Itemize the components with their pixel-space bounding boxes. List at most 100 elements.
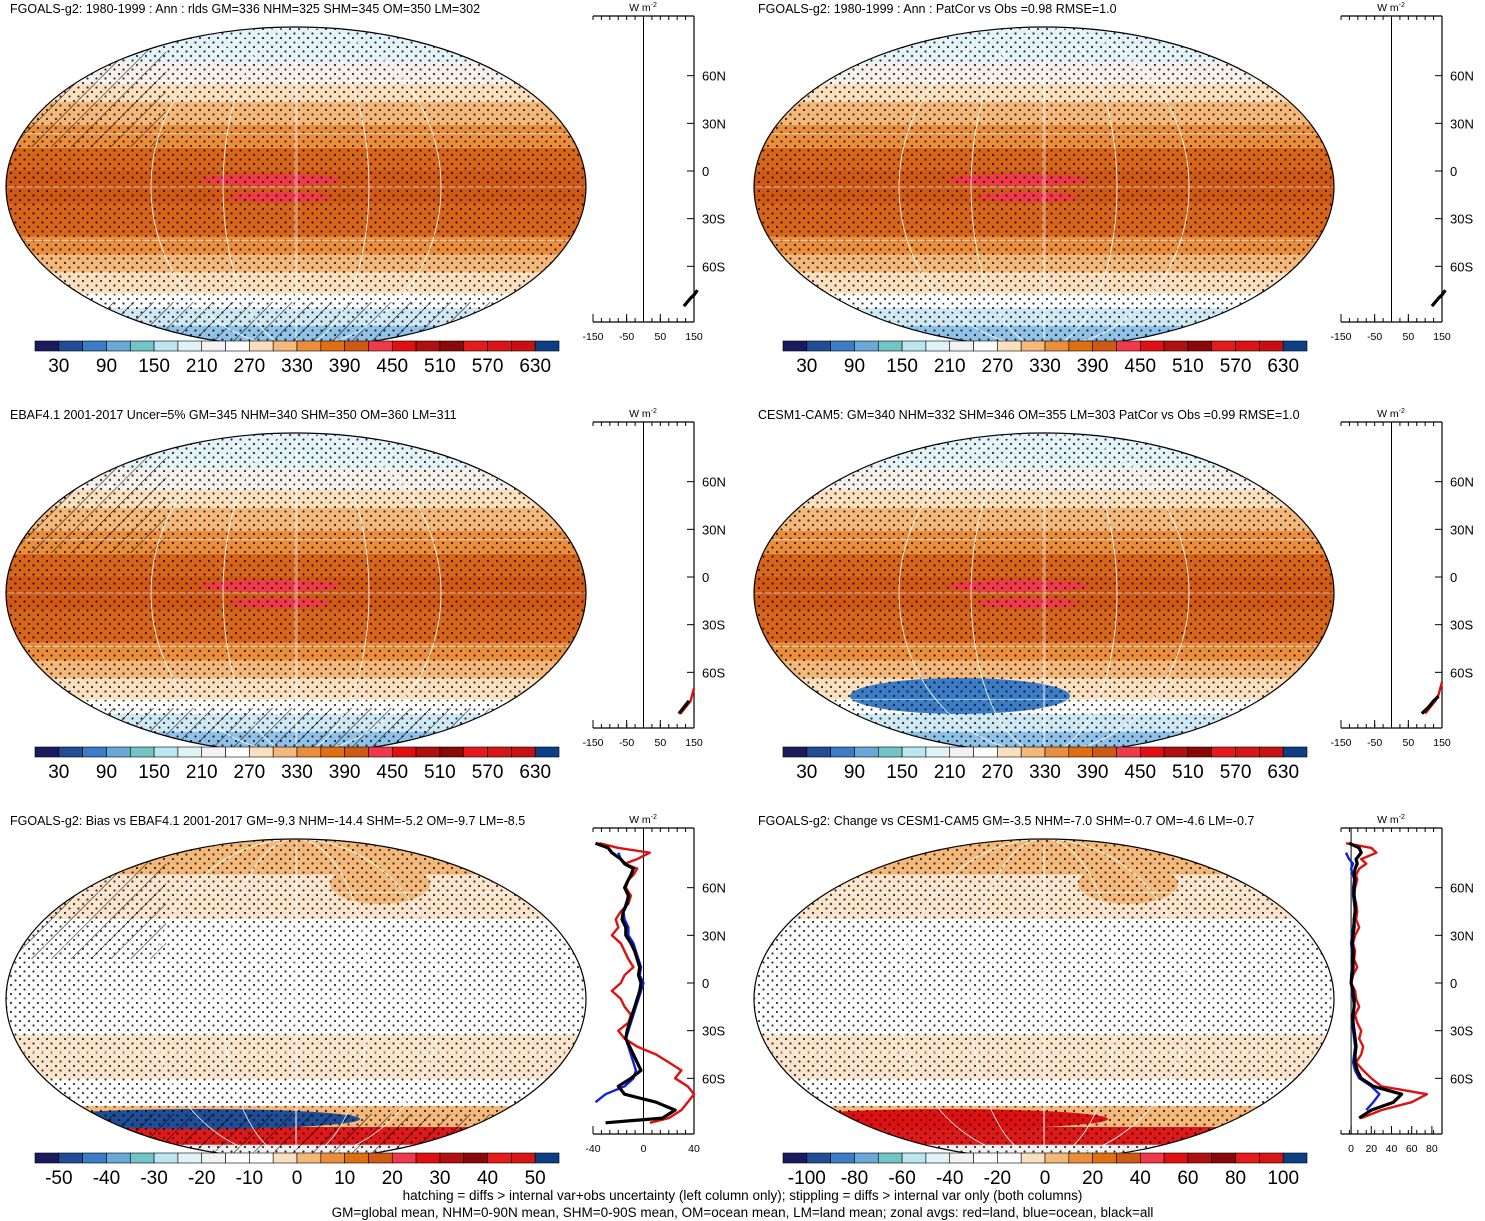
colorbar-tick-label: 270 (982, 356, 1014, 377)
lat-tick-label: 30N (1450, 928, 1474, 943)
map-field (6, 27, 586, 347)
colorbar: -100 -80 -60 -40 -20 0 20 40 60 80 100 (782, 1152, 1308, 1189)
profile-line-all (594, 841, 677, 1125)
colorbar-tick-label: 390 (329, 762, 361, 783)
colorbar-tick-label: 510 (424, 356, 456, 377)
colorbar-tick-label: 30 (48, 762, 69, 783)
profile-line-all (1420, 695, 1440, 715)
colorbar-tick-label: 20 (1082, 1168, 1103, 1189)
lat-tick-label: 60S (702, 259, 725, 274)
panel-2: FGOALS-g2: 1980-1999 : Ann : PatCor vs O… (753, 2, 1474, 377)
panel-5: FGOALS-g2: Bias vs EBAF4.1 2001-2017 GM=… (5, 814, 726, 1189)
colorbar-tick-label: 150 (886, 762, 918, 783)
profile-x-tick: 20 (1365, 1143, 1377, 1155)
colorbar-tick-label: 210 (186, 762, 218, 783)
lat-tick-label: 60N (1450, 69, 1474, 84)
profile-x-tick: 150 (1433, 331, 1451, 343)
lat-tick-label: 30S (1450, 618, 1473, 633)
panel-title: FGOALS-g2: 1980-1999 : Ann : rlds GM=336… (10, 2, 480, 16)
profile-line-all (677, 699, 691, 715)
colorbar-tick-label: 150 (886, 356, 918, 377)
colorbar-tick-label: -40 (93, 1168, 120, 1189)
colorbar-tick-label: 630 (519, 762, 551, 783)
colorbar-tick-label: -100 (788, 1168, 826, 1189)
profile-x-tick: 50 (1402, 737, 1414, 749)
profile-unit: W m-2 (629, 408, 657, 420)
colorbar-tick-label: -60 (888, 1168, 915, 1189)
profile-x-tick: 60 (1406, 1143, 1418, 1155)
profile-x-tick: 150 (685, 331, 703, 343)
colorbar-tick-label: 210 (934, 356, 966, 377)
colorbar-tick-label: 40 (477, 1168, 498, 1189)
colorbar-tick-label: 570 (472, 762, 504, 783)
colorbar: 30 90 150 210 270 330 390 450 510 570 630 (782, 340, 1308, 377)
colorbar-tick-label: 10 (334, 1168, 355, 1189)
lat-tick-label: 30N (702, 116, 726, 131)
lat-tick-label: 0 (702, 164, 709, 179)
colorbar-tick-label: 450 (376, 762, 408, 783)
lat-tick-label: 30N (702, 928, 726, 943)
colorbar-tick-label: 100 (1267, 1168, 1299, 1189)
panel-title: FGOALS-g2: Change vs CESM1-CAM5 GM=-3.5 … (758, 814, 1254, 828)
profile-x-tick: 50 (654, 737, 666, 749)
map-field (754, 433, 1334, 753)
profile-x-tick: -50 (1367, 737, 1382, 749)
colorbar: 30 90 150 210 270 330 390 450 510 570 630 (34, 340, 560, 377)
lat-tick-label: 60S (1450, 1071, 1473, 1086)
profile-x-tick: 50 (654, 331, 666, 343)
colorbar-tick-label: 80 (1225, 1168, 1246, 1189)
profile-x-tick: -150 (1330, 737, 1351, 749)
profile-line-all (1348, 841, 1404, 1120)
lat-tick-label: 60N (1450, 881, 1474, 896)
colorbar-tick-label: 30 (429, 1168, 450, 1189)
profile-x-tick: -150 (582, 331, 603, 343)
colorbar-tick-label: -20 (188, 1168, 215, 1189)
colorbar-tick-label: 0 (292, 1168, 303, 1189)
lat-tick-label: 60S (1450, 259, 1473, 274)
profile-line-all (682, 289, 699, 308)
lat-tick-label: 60S (702, 1071, 725, 1086)
profile-x-tick: 40 (1386, 1143, 1398, 1155)
colorbar-tick-label: 210 (934, 762, 966, 783)
colorbar-tick-label: 330 (1029, 762, 1061, 783)
zonal-mean-profile: W m-2 -150 -50 50 150 60N 30N 0 30S 60S (1330, 2, 1473, 343)
lat-tick-label: 0 (702, 570, 709, 585)
colorbar-tick-label: -40 (936, 1168, 963, 1189)
profile-x-tick: -40 (585, 1143, 600, 1155)
colorbar: 30 90 150 210 270 330 390 450 510 570 630 (34, 746, 560, 783)
colorbar-tick-label: 210 (186, 356, 218, 377)
panel-title: FGOALS-g2: 1980-1999 : Ann : PatCor vs O… (758, 2, 1117, 16)
profile-line-ocean (594, 852, 645, 1104)
lat-tick-label: 30N (1450, 522, 1474, 537)
colorbar-tick-label: 390 (329, 356, 361, 377)
colorbar-tick-label: 630 (519, 356, 551, 377)
lat-tick-label: 60N (1450, 475, 1474, 490)
colorbar-tick-label: 30 (796, 762, 817, 783)
zonal-mean-profile: W m-2 -150 -50 50 150 60N 30N 0 30S 60S (582, 408, 725, 749)
profile-x-tick: -50 (619, 331, 634, 343)
colorbar-tick-label: 40 (1130, 1168, 1151, 1189)
lat-tick-label: 0 (1450, 164, 1457, 179)
profile-x-tick: 80 (1426, 1143, 1438, 1155)
profile-x-tick: 150 (685, 737, 703, 749)
colorbar: 30 90 150 210 270 330 390 450 510 570 630 (782, 746, 1308, 783)
panel-title: CESM1-CAM5: GM=340 NHM=332 SHM=346 OM=35… (758, 408, 1300, 422)
lat-tick-label: 30S (1450, 1024, 1473, 1039)
lat-tick-label: 60S (1450, 665, 1473, 680)
colorbar-tick-label: 30 (796, 356, 817, 377)
map-field (6, 433, 586, 753)
colorbar-tick-label: 330 (281, 762, 313, 783)
profile-line-land (1345, 842, 1429, 1120)
colorbar-tick-label: -50 (45, 1168, 72, 1189)
colorbar-tick-label: 390 (1077, 356, 1109, 377)
profile-line-land (599, 842, 696, 1124)
lat-tick-label: 30S (702, 618, 725, 633)
colorbar-tick-label: 270 (234, 356, 266, 377)
profile-unit: W m-2 (1377, 2, 1405, 14)
zonal-mean-profile: W m-2 -40 0 40 60N 30N 0 30S 60S (585, 814, 725, 1155)
colorbar-tick-label: 450 (376, 356, 408, 377)
lat-tick-label: 0 (1450, 976, 1457, 991)
colorbar-tick-label: 330 (1029, 356, 1061, 377)
colorbar-tick-label: 30 (48, 356, 69, 377)
lat-tick-label: 30S (702, 212, 725, 227)
